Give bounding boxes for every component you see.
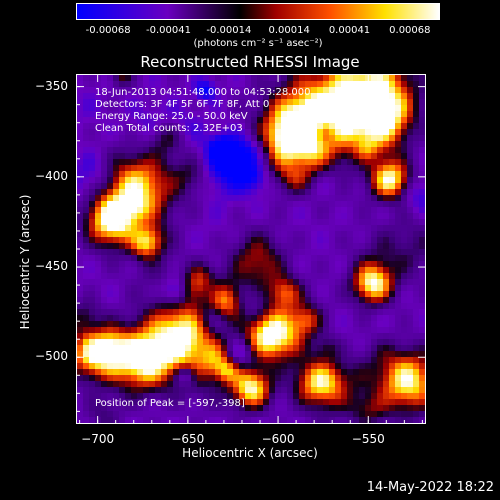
colorbar-tick-label: -0.00041 [146, 25, 191, 36]
y-axis-label: Heliocentric Y (arcsec) [18, 194, 32, 330]
y-tick-label: −500 [35, 349, 68, 364]
y-tick-label: −400 [35, 168, 68, 183]
info-detectors: Detectors: 3F 4F 5F 6F 7F 8F, Att 0 [95, 99, 270, 110]
info-time-range: 18-Jun-2013 04:51:48.000 to 04:53:28.000 [95, 87, 311, 98]
rhessi-image [77, 75, 425, 423]
x-tick-label: −650 [171, 432, 205, 446]
x-axis-label: Heliocentric X (arcsec) [182, 446, 318, 460]
colorbar-tick-label: -0.00068 [85, 25, 131, 36]
colorbar-tick-label: -0.00014 [206, 25, 252, 36]
colorbar [76, 3, 440, 20]
peak-position-text: Position of Peak = [-597,-398] [95, 398, 245, 409]
x-tick-label: −550 [351, 432, 385, 446]
x-tick-label: −600 [261, 432, 295, 446]
y-tick-label: −350 [35, 78, 68, 93]
plot-title: Reconstructed RHESSI Image [140, 53, 360, 71]
y-tick-label: −450 [35, 259, 68, 274]
x-tick-label: −700 [81, 432, 115, 446]
colorbar-gradient [77, 4, 439, 19]
info-clean-counts: Clean Total counts: 2.32E+03 [95, 123, 243, 134]
image-plot-area: 18-Jun-2013 04:51:48.000 to 04:53:28.000… [76, 74, 426, 424]
colorbar-tick-label: 0.00014 [268, 25, 310, 36]
colorbar-tick-label: 0.00041 [328, 25, 371, 36]
timestamp: 14-May-2022 18:22 [366, 480, 494, 495]
colorbar-unit-label: (photons cm⁻² s⁻¹ asec⁻²) [193, 38, 323, 49]
colorbar-tick-label: 0.00068 [389, 25, 431, 36]
info-energy-range: Energy Range: 25.0 - 50.0 keV [95, 111, 248, 122]
